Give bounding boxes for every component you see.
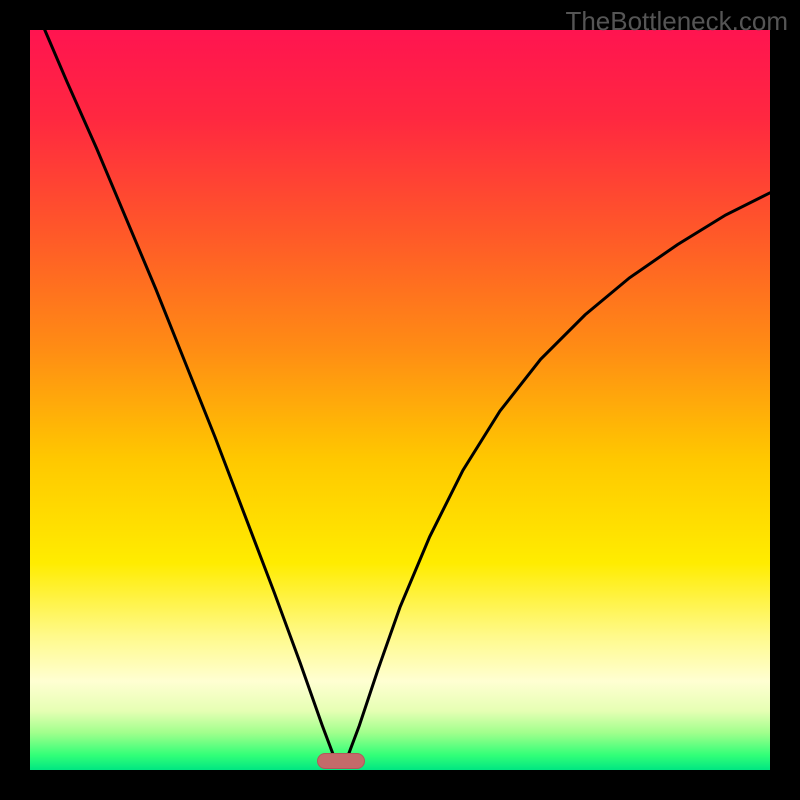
- optimal-marker: [317, 753, 365, 769]
- curve-layer: [30, 30, 770, 770]
- plot-area: [30, 30, 770, 770]
- watermark-text: TheBottleneck.com: [565, 6, 788, 37]
- curve-right-branch: [341, 193, 770, 763]
- chart-canvas: TheBottleneck.com: [0, 0, 800, 800]
- curve-left-branch: [45, 30, 341, 763]
